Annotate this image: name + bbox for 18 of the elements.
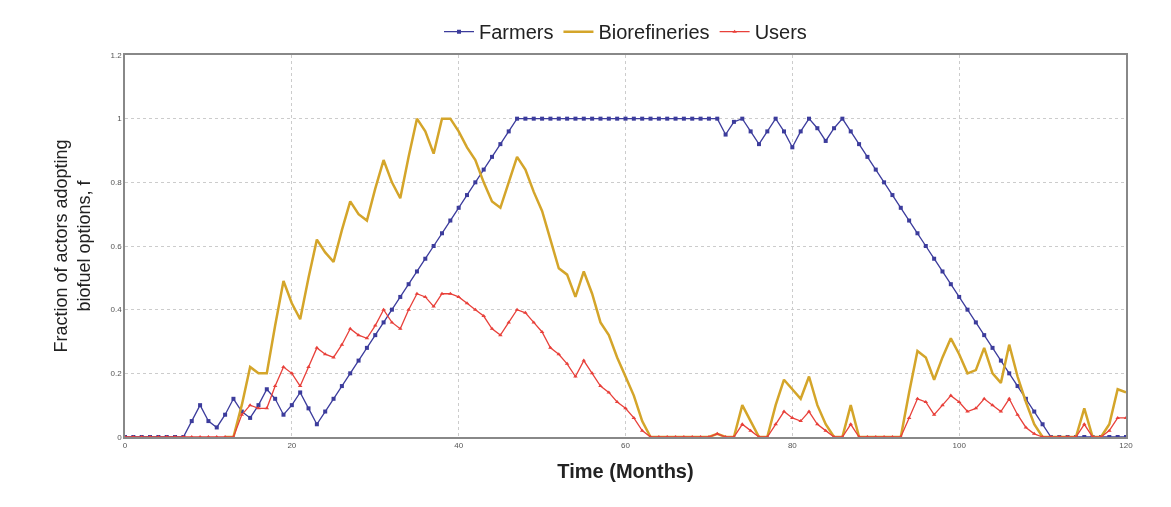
y-tick-label: 1 bbox=[117, 114, 123, 124]
y-tick-label: 0.6 bbox=[110, 241, 123, 251]
y-axis-title: Fraction of actors adopting biofuel options, f bbox=[50, 139, 95, 353]
y-tick-label: 0 bbox=[117, 432, 123, 442]
x-tick-label: 20 bbox=[287, 441, 297, 451]
y-tick-label: 0.4 bbox=[110, 305, 123, 315]
legend-label: Farmers bbox=[479, 21, 554, 44]
legend-label: Users bbox=[754, 21, 807, 44]
y-tick-label: 1.2 bbox=[110, 50, 123, 60]
x-tick-label: 80 bbox=[787, 441, 798, 451]
y-tick-label: 0.2 bbox=[110, 369, 123, 379]
x-tick-label: 100 bbox=[952, 441, 967, 451]
y-tick-label: 0.8 bbox=[110, 178, 123, 188]
x-tick-label: 120 bbox=[1119, 441, 1134, 451]
legend-label: Biorefineries bbox=[598, 21, 710, 44]
x-axis-title: Time (Months) bbox=[557, 460, 694, 483]
x-tick-label: 40 bbox=[454, 441, 464, 451]
x-tick-label: 60 bbox=[621, 441, 631, 451]
